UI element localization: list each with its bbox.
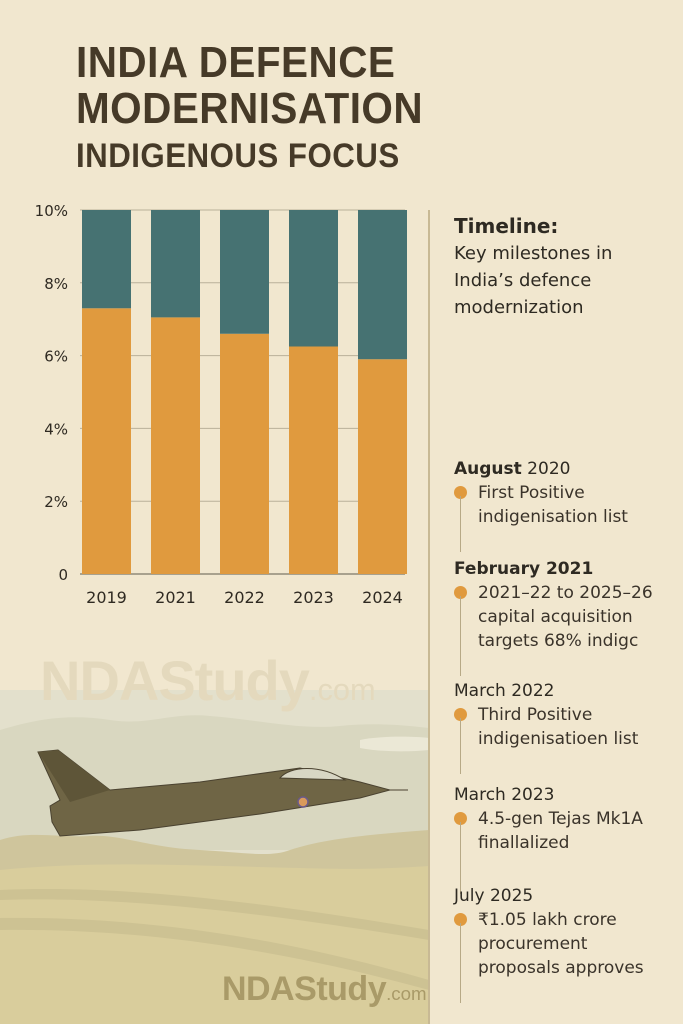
cloud	[360, 736, 429, 752]
x-tick-label: 2023	[293, 588, 334, 607]
timeline-connector	[460, 496, 461, 552]
event-date: March 2022	[454, 681, 555, 701]
bar-segment-orange	[289, 346, 338, 574]
y-tick-label: 10%	[35, 202, 68, 220]
timeline-event: August 2020 First Positive indigenisation …	[454, 457, 679, 552]
timeline-event: March 2023 4.5-gen Tejas Mk1A finallalized	[454, 783, 679, 894]
event-date: March 2023	[454, 785, 555, 805]
event-date: February 2021	[454, 559, 594, 579]
event-date: August 2020	[454, 459, 571, 479]
event-description: First Positive indigenisation list	[454, 481, 679, 552]
y-tick-label: 0	[58, 566, 68, 584]
bar-segment-orange	[82, 308, 131, 574]
watermark-large: NDAStudy.com	[40, 649, 376, 712]
timeline-event: March 2022 Third Positive indigenisatioen …	[454, 679, 679, 774]
title-line-1: INDIA DEFENCE	[76, 38, 396, 87]
watermark-small: NDAStudy.com	[222, 970, 427, 1008]
event-description: 2021–22 to 2025–26 capital acquisition tar…	[454, 581, 679, 676]
landscape-illustration	[0, 690, 429, 1024]
timeline-panel: Timeline: Key milestones in India’s defe…	[454, 212, 679, 1003]
timeline-subtitle: Key milestones in India’s defence modern…	[454, 243, 613, 318]
field-furrow	[0, 917, 429, 990]
bar-segment-teal	[151, 210, 200, 318]
bar-segment-orange	[220, 333, 269, 574]
y-tick-label: 4%	[44, 420, 68, 438]
timeline-dot-icon	[454, 812, 467, 825]
x-tick-label: 2022	[224, 588, 265, 607]
timeline-connector	[460, 596, 461, 676]
bar-segment-teal	[82, 210, 131, 309]
timeline-dot-icon	[454, 486, 467, 499]
event-description: 4.5-gen Tejas Mk1A finallalized	[454, 807, 679, 894]
timeline-dot-icon	[454, 913, 467, 926]
event-description: Third Positive indigenisatioen list	[454, 703, 679, 774]
x-tick-label: 2021	[155, 588, 196, 607]
bar-segment-teal	[289, 210, 338, 347]
bar-segment-teal	[220, 210, 269, 334]
timeline-event: July 2025 ₹1.05 lakh crore procurement prop…	[454, 884, 679, 1003]
fighter-jet-icon	[37, 749, 408, 837]
x-tick-label: 2019	[86, 588, 127, 607]
timeline-connector	[460, 718, 461, 774]
timeline-event: February 2021 2021–22 to 2025–26 capital a…	[454, 557, 679, 676]
column-divider	[428, 210, 430, 1024]
y-tick-label: 6%	[44, 348, 68, 366]
stacked-bar-chart: 0 2% 4% 6% 8% 10% 2019 2021 2022 2023 2024	[35, 202, 407, 607]
page-title: INDIA DEFENCE MODERNISATION INDIGENOUS F…	[76, 40, 423, 178]
timeline-dot-icon	[454, 708, 467, 721]
y-tick-label: 8%	[44, 275, 68, 293]
x-tick-label: 2024	[362, 588, 403, 607]
field-furrow	[0, 889, 429, 940]
timeline-dot-icon	[454, 586, 467, 599]
bar-segment-teal	[358, 210, 407, 360]
bar-segment-orange	[151, 317, 200, 574]
timeline-heading: Timeline:	[454, 214, 559, 238]
y-tick-label: 2%	[44, 493, 68, 511]
bar-segment-orange	[358, 359, 407, 574]
timeline-connector	[460, 822, 461, 894]
event-date: July 2025	[454, 886, 534, 906]
title-line-2: MODERNISATION	[76, 84, 424, 133]
timeline-connector	[460, 923, 461, 1003]
title-line-3: INDIGENOUS FOCUS	[76, 137, 400, 175]
event-description: ₹1.05 lakh crore procurement proposals app…	[454, 908, 679, 1003]
